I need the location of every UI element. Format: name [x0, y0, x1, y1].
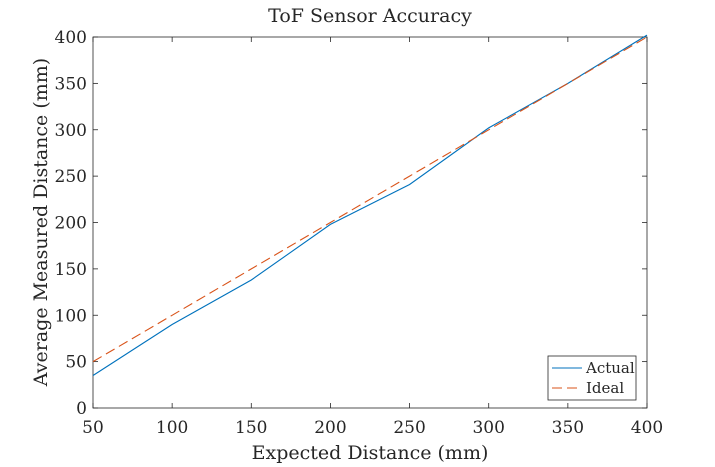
y-tick-label: 350 — [55, 74, 87, 94]
series-line-ideal — [92, 36, 648, 363]
x-tick-label: 200 — [314, 418, 346, 438]
y-tick-label: 0 — [76, 399, 87, 419]
legend-label-actual: Actual — [585, 359, 635, 377]
y-tick-label: 50 — [65, 353, 87, 373]
x-tick-label: 300 — [472, 418, 504, 438]
y-tick-label: 100 — [55, 306, 87, 326]
legend: Actual Ideal — [547, 355, 637, 401]
y-tick-label: 300 — [55, 121, 87, 141]
x-axis-label: Expected Distance (mm) — [252, 442, 489, 464]
x-tick-label: 150 — [235, 418, 267, 438]
y-tick-label: 250 — [55, 167, 87, 187]
y-tick-label: 200 — [55, 214, 87, 234]
legend-label-ideal: Ideal — [586, 379, 624, 397]
y-tick-label: 400 — [55, 28, 87, 48]
x-tick-label: 100 — [156, 418, 188, 438]
x-tick-label: 50 — [82, 418, 104, 438]
x-tick-label: 350 — [552, 418, 584, 438]
plot-area: 50 100 150 200 250 300 350 40005010015020025030… — [55, 28, 664, 438]
y-axis-label: Average Measured Distance (mm) — [30, 58, 52, 387]
axes-box — [92, 36, 648, 409]
x-tick-label: 250 — [393, 418, 425, 438]
legend-box — [547, 355, 637, 401]
series-line-actual — [92, 34, 648, 376]
chart-title: ToF Sensor Accuracy — [268, 5, 472, 27]
x-tick-label: 400 — [631, 418, 663, 438]
y-tick-label: 150 — [55, 260, 87, 280]
